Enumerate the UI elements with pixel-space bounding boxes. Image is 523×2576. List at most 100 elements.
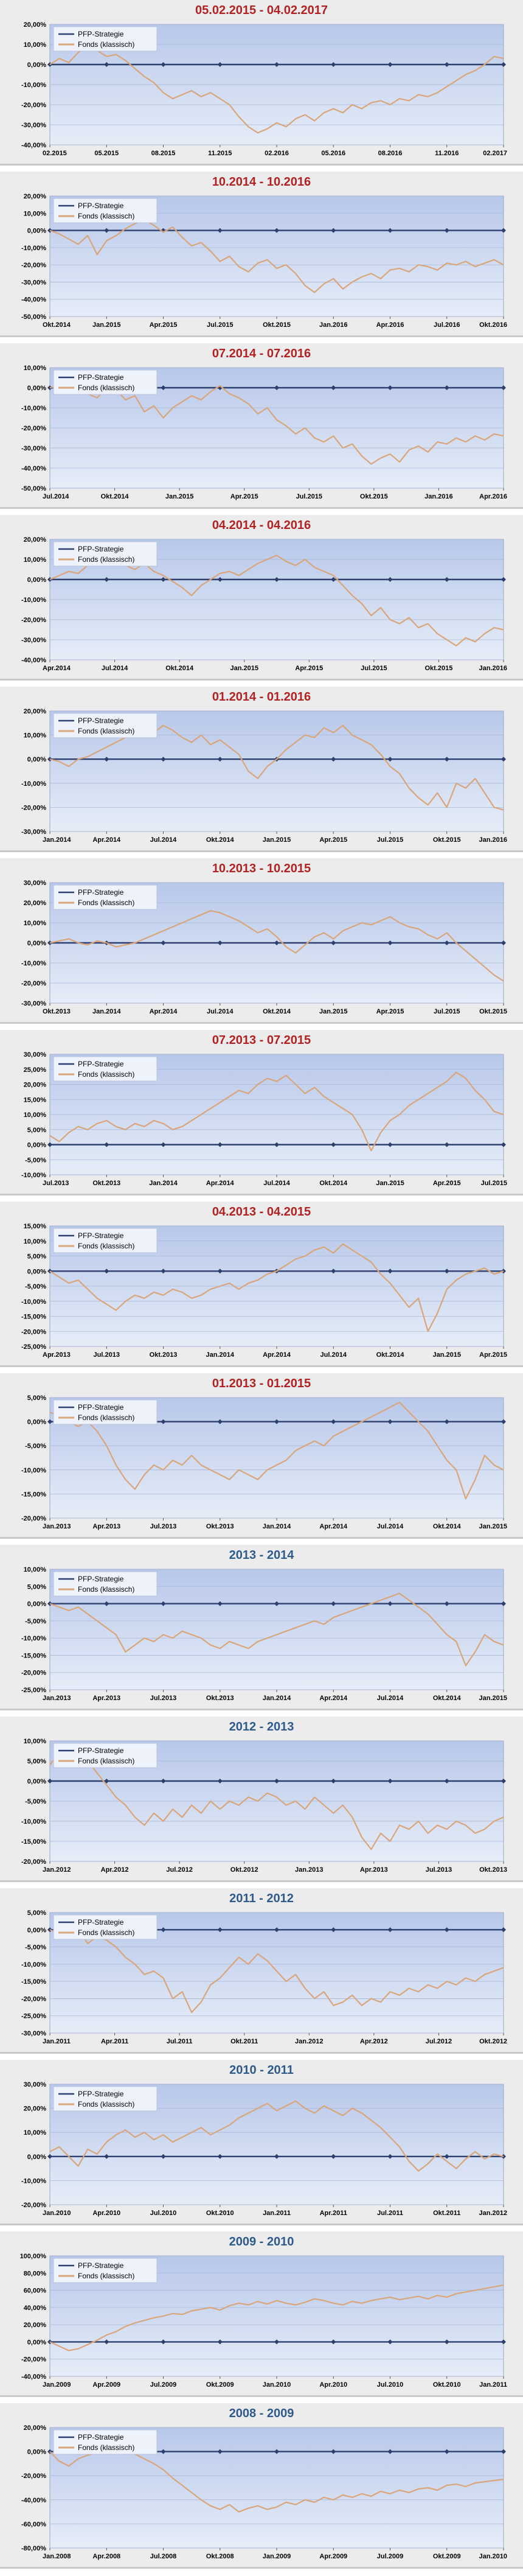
x-tick-label: Apr.2013 bbox=[92, 1523, 120, 1530]
x-tick-label: Jan.2015 bbox=[92, 321, 120, 329]
series-marker bbox=[331, 1927, 336, 1933]
x-tick-label: Apr.2012 bbox=[360, 2038, 388, 2045]
x-tick-label: Jul.2014 bbox=[320, 1351, 347, 1359]
x-tick-label: 11.2015 bbox=[208, 150, 232, 157]
series-marker bbox=[387, 2339, 393, 2345]
series-marker bbox=[274, 2449, 279, 2454]
series-marker bbox=[331, 577, 336, 582]
x-tick-label: 05.2016 bbox=[321, 150, 345, 157]
legend-label: Fonds (klassisch) bbox=[78, 1585, 134, 1594]
legend: PFP-Strategie Fonds (klassisch) bbox=[53, 2429, 158, 2455]
y-tick-label: -20,00% bbox=[21, 980, 46, 987]
y-tick-label: 20,00% bbox=[24, 2424, 47, 2432]
x-tick-label: Jan.2013 bbox=[43, 1523, 71, 1530]
x-tick-label: Jan.2016 bbox=[424, 493, 452, 500]
y-tick-label: 0,00% bbox=[27, 1778, 46, 1785]
x-tick-label: Apr.2015 bbox=[433, 1180, 461, 1187]
x-tick-label: Jan.2014 bbox=[263, 1523, 291, 1530]
series-marker bbox=[387, 1419, 393, 1424]
legend-label: Fonds (klassisch) bbox=[78, 40, 134, 49]
series-marker bbox=[104, 577, 109, 582]
chart-svg: 10,00% 5,00% 0,00% -5,00% -10,00% -15,00% -20,… bbox=[21, 1738, 507, 1874]
x-tick-label: Okt.2014 bbox=[165, 665, 194, 672]
x-tick-label: Okt.2014 bbox=[319, 1180, 348, 1187]
legend-label: Fonds (klassisch) bbox=[78, 383, 134, 392]
series-marker bbox=[387, 577, 393, 582]
legend-box bbox=[53, 713, 158, 738]
series-marker bbox=[47, 1927, 52, 1933]
legend: PFP-Strategie Fonds (klassisch) bbox=[53, 541, 158, 567]
legend-label: PFP-Strategie bbox=[78, 373, 124, 382]
series-marker bbox=[217, 940, 223, 945]
chart-title: 2011 - 2012 bbox=[229, 1892, 294, 1905]
series-marker bbox=[47, 228, 52, 233]
legend-box bbox=[53, 1228, 158, 1253]
series-marker bbox=[444, 1601, 449, 1606]
chart-panel: 2010 - 2011 30,00% 20,00% 10,00% 0,00% -10,00… bbox=[0, 2060, 523, 2225]
y-tick-label: 10,00% bbox=[24, 1111, 47, 1119]
legend-label: PFP-Strategie bbox=[78, 1746, 124, 1755]
legend-label: Fonds (klassisch) bbox=[78, 2443, 134, 2452]
legend-label: Fonds (klassisch) bbox=[78, 2272, 134, 2280]
y-tick-label: -30,00% bbox=[21, 279, 46, 286]
legend-label: Fonds (klassisch) bbox=[78, 555, 134, 564]
series-marker bbox=[501, 757, 506, 762]
chart-title: 10.2014 - 10.2016 bbox=[212, 175, 311, 189]
y-tick-label: 0,00% bbox=[27, 1268, 46, 1275]
y-tick-label: 20,00% bbox=[24, 21, 47, 29]
y-tick-label: 10,00% bbox=[24, 2129, 47, 2137]
series-marker bbox=[501, 62, 506, 67]
y-tick-label: 0,00% bbox=[27, 2154, 46, 2161]
series-marker bbox=[387, 228, 393, 233]
y-tick-label: 0,00% bbox=[27, 940, 46, 947]
chart-panel: 01.2014 - 01.2016 20,00% 10,00% 0,00% -10,00… bbox=[0, 687, 523, 852]
y-tick-label: 0,00% bbox=[27, 1601, 46, 1608]
y-tick-label: -10,00% bbox=[21, 597, 46, 604]
series-marker bbox=[217, 2154, 223, 2159]
x-tick-label: Apr.2014 bbox=[319, 1523, 348, 1530]
series-marker bbox=[47, 757, 52, 762]
series-marker bbox=[217, 1927, 223, 1933]
series-marker bbox=[387, 1779, 393, 1783]
x-tick-label: Okt.2015 bbox=[263, 321, 291, 329]
x-tick-label: Jul.2012 bbox=[426, 2038, 452, 2045]
y-tick-label: -20,00% bbox=[21, 804, 46, 811]
series-marker bbox=[47, 1142, 52, 1147]
x-tick-label: Okt.2015 bbox=[433, 836, 461, 844]
x-tick-label: Jul.2015 bbox=[377, 836, 403, 844]
y-tick-label: -30,00% bbox=[21, 1000, 46, 1007]
series-line-fund bbox=[49, 46, 504, 134]
x-tick-label: Jan.2016 bbox=[479, 836, 507, 844]
y-tick-label: -20,00% bbox=[21, 262, 46, 269]
series-marker bbox=[501, 940, 506, 945]
y-tick-label: -25,00% bbox=[21, 2013, 46, 2020]
series-marker bbox=[331, 2449, 336, 2454]
x-tick-label: Apr.2013 bbox=[43, 1351, 71, 1359]
x-tick-label: Jan.2011 bbox=[43, 2038, 71, 2045]
x-tick-label: Jan.2012 bbox=[479, 2210, 507, 2217]
y-tick-label: 30,00% bbox=[24, 2081, 47, 2088]
series-marker bbox=[161, 577, 166, 582]
x-tick-label: Okt.2013 bbox=[92, 1180, 120, 1187]
legend-label: PFP-Strategie bbox=[78, 716, 124, 725]
series-marker bbox=[331, 1779, 336, 1783]
chart-svg: 20,00%0,00%-20,00%-40,00%-60,00%-80,00%J… bbox=[21, 2424, 507, 2560]
series-marker bbox=[387, 940, 393, 945]
x-tick-label: Okt.2015 bbox=[424, 665, 452, 672]
x-tick-label: 08.2015 bbox=[151, 150, 176, 157]
series-marker bbox=[331, 62, 336, 67]
series-marker bbox=[501, 1269, 506, 1274]
series-marker bbox=[274, 2339, 279, 2345]
y-tick-label: -20,00% bbox=[21, 617, 46, 624]
series-marker bbox=[217, 1601, 223, 1606]
series-line-fund bbox=[49, 1243, 504, 1332]
x-tick-label: Apr.2014 bbox=[263, 1351, 291, 1359]
x-tick-label: Okt.2014 bbox=[101, 493, 130, 500]
legend: PFP-Strategie Fonds (klassisch) bbox=[53, 1056, 158, 1082]
x-tick-label: Jan.2014 bbox=[206, 1351, 235, 1359]
x-tick-label: Jul.2014 bbox=[377, 1523, 404, 1530]
x-tick-label: Jan.2009 bbox=[263, 2553, 291, 2560]
chart-panel: 05.02.2015 - 04.02.2017 20,00% 10,00% 0,00%… bbox=[0, 0, 523, 166]
legend: PFP-Strategie Fonds (klassisch) bbox=[53, 26, 158, 52]
series-line-fund bbox=[49, 1401, 504, 1500]
